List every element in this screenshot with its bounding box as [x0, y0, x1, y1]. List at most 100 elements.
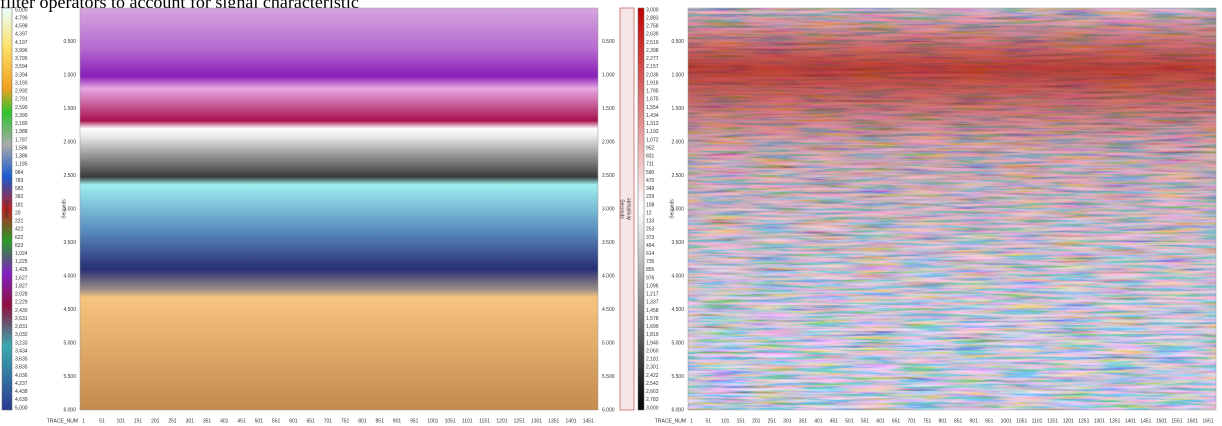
x-tick-label: 1251 [514, 418, 525, 424]
colorbar-label: 590 [646, 170, 655, 176]
x-tick-label: 451 [830, 418, 839, 424]
x-tick-label: 101 [117, 418, 126, 424]
x-tick-label: 1051 [445, 418, 456, 424]
x-tick-label: 401 [814, 418, 823, 424]
colorbar-label: 229 [646, 194, 655, 200]
x-tick-label: 51 [99, 418, 105, 424]
colorbar-label: 1,827 [15, 283, 28, 289]
colorbar-label: 831 [646, 154, 655, 160]
colorbar-label: 1,940 [646, 340, 659, 346]
colorbar-label: 2,542 [646, 381, 659, 387]
x-tick-label: 301 [783, 418, 792, 424]
y-tick-label: 1.000 [671, 72, 684, 78]
colorbar-label: 494 [646, 243, 655, 249]
colorbar-label: 20 [15, 210, 21, 216]
colorbar-label: 3,000 [646, 7, 659, 13]
x-tick-label: 601 [289, 418, 298, 424]
colorbar-label: 3,032 [15, 332, 28, 338]
colorbar-label: 1,096 [646, 283, 659, 289]
x-axis-title: TRACE_NUM [655, 418, 686, 424]
x-tick-label: 1351 [548, 418, 559, 424]
y-tick-label: 3.500 [671, 240, 684, 246]
colorbar-label: 2,791 [15, 97, 28, 103]
y-tick-label: 2.000 [671, 139, 684, 145]
colorbar-label: 4,799 [15, 15, 28, 21]
colorbar-label: 823 [15, 243, 24, 249]
y-axis-title: Seconds [669, 199, 675, 219]
x-tick-label: 751 [341, 418, 350, 424]
x-tick-label: 1651 [1202, 418, 1213, 424]
x-tick-label: 1351 [1109, 418, 1120, 424]
colorbar-label: 1,217 [646, 292, 659, 298]
colorbar-label: 382 [15, 194, 24, 200]
colorbar-label: 3,594 [15, 64, 28, 70]
colorbar-label: 3,795 [15, 56, 28, 62]
y-tick-label: 4.500 [602, 307, 615, 313]
colorbar-label: 5,000 [15, 405, 28, 411]
y-tick-label: 3.500 [602, 240, 615, 246]
x-tick-label: 201 [151, 418, 160, 424]
x-tick-label: 901 [970, 418, 979, 424]
x-tick-label: 151 [737, 418, 746, 424]
colorbar-label: 1,795 [646, 89, 659, 95]
colorbar-label: 1,627 [15, 275, 28, 281]
colorbar-label: 2,422 [646, 373, 659, 379]
colorbar-label: 3,635 [15, 357, 28, 363]
colorbar-label: 984 [15, 170, 24, 176]
colorbar-label: 2,036 [646, 72, 659, 78]
colorbar-label: 1,699 [646, 324, 659, 330]
colorbar-label: 349 [646, 186, 655, 192]
x-tick-label: 1101 [462, 418, 473, 424]
colorbar-label: 1,578 [646, 316, 659, 322]
y-tick-label: 2.000 [63, 139, 76, 145]
colorbar-label: 1,916 [646, 80, 659, 86]
colorbar-label: 6,000 [15, 7, 28, 13]
y-tick-label: 1.500 [671, 106, 684, 112]
x-tick-label: 251 [768, 418, 777, 424]
colorbar-label: 1,193 [646, 129, 659, 135]
colorbar-label: 4,036 [15, 373, 28, 379]
x-tick-label: 201 [752, 418, 761, 424]
x-tick-label: 1551 [1171, 418, 1182, 424]
colorbar-label: 2,229 [15, 300, 28, 306]
x-tick-label: 1101 [1032, 418, 1043, 424]
colorbar-label: 2,992 [15, 89, 28, 95]
colorbar-label: 2,783 [646, 397, 659, 403]
y-tick-label: 0.500 [63, 39, 76, 45]
colorbar-label: 2,301 [646, 365, 659, 371]
colorbar-label: 2,390 [15, 113, 28, 119]
x-tick-label: 1001 [1001, 418, 1012, 424]
colorbar-label: 1,072 [646, 137, 659, 143]
y-tick-label: 3.000 [602, 206, 615, 212]
colorbar-label: 3,996 [15, 48, 28, 54]
seismic-reflectors [687, 7, 1217, 411]
y-tick-label: 6.000 [63, 407, 76, 413]
colorbar-label: 783 [15, 178, 24, 184]
y-axis-title: Seconds [619, 199, 625, 219]
y-axis-title: Seconds [61, 199, 67, 219]
x-tick-label: 351 [799, 418, 808, 424]
colorbar-label: 3,835 [15, 365, 28, 371]
colorbar-label: 2,631 [15, 316, 28, 322]
colorbar-label: 2,277 [646, 56, 659, 62]
velocity-image [79, 7, 599, 411]
colorbar-label: 1,586 [15, 145, 28, 151]
x-tick-label: 551 [861, 418, 870, 424]
colorbar-label: 2,831 [15, 324, 28, 330]
x-tick-label: 1251 [1078, 418, 1089, 424]
colorbar-label: 253 [646, 227, 655, 233]
x-tick-label: 1501 [1156, 418, 1167, 424]
x-tick-label: 1151 [479, 418, 490, 424]
colorbar-label: 711 [646, 162, 654, 168]
colorbar-label: 2,028 [15, 292, 28, 298]
colorbar-title: Amplitude [626, 198, 632, 220]
colorbar-label: 2,157 [646, 64, 659, 70]
colorbar-label: 2,758 [646, 24, 659, 30]
x-tick-label: 601 [876, 418, 885, 424]
x-tick-label: 851 [376, 418, 385, 424]
y-tick-label: 5.500 [671, 374, 684, 380]
x-tick-label: 301 [186, 418, 195, 424]
y-tick-label: 1.000 [63, 72, 76, 78]
colorbar-label: 3,233 [15, 340, 28, 346]
colorbar-label: 2,060 [646, 348, 659, 354]
